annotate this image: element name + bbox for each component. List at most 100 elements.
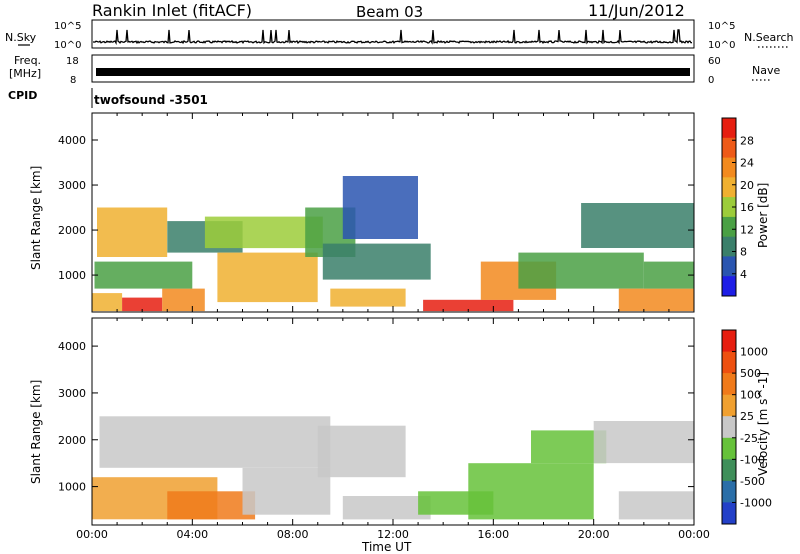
velocity-colorbar-tick-label: -100 xyxy=(740,453,765,466)
power-data-region xyxy=(618,288,695,312)
freq-panel xyxy=(91,54,695,83)
velocity-ytick-label: 1000 xyxy=(58,481,86,494)
velocity-data-region xyxy=(167,491,256,520)
cpid-value: twofsound -3501 xyxy=(94,93,208,107)
velocity-ylabel: Slant Range [km] xyxy=(29,380,43,484)
nave-tick-top: 60 xyxy=(708,56,721,67)
power-data-region xyxy=(518,252,644,289)
power-colorbar-tick-label: 8 xyxy=(740,246,747,259)
freq-unit: [MHz] xyxy=(9,67,41,80)
power-colorbar-swatch xyxy=(722,197,736,218)
power-colorbar-tick-label: 16 xyxy=(740,201,754,214)
nsearch-tick-top: 10^5 xyxy=(708,21,735,32)
velocity-colorbar-swatch xyxy=(722,351,736,374)
nsky-tick-bottom: 10^0 xyxy=(54,40,81,51)
velocity-ytick-label: 2000 xyxy=(58,434,86,447)
power-data-region xyxy=(122,297,163,312)
velocity-colorbar-label: Velocity [m s^-1] xyxy=(756,372,770,476)
xtick-label: 04:00 xyxy=(176,528,208,541)
power-colorbar-tick-label: 20 xyxy=(740,179,754,192)
power-colorbar-swatch xyxy=(722,216,736,238)
freq-tick-bottom: 8 xyxy=(70,75,76,86)
beam-title: Beam 03 xyxy=(356,3,423,21)
velocity-colorbar-frame xyxy=(721,329,737,525)
power-data-region xyxy=(92,293,123,312)
velocity-data-region xyxy=(317,425,406,478)
power-data-region xyxy=(217,252,318,303)
power-data-region xyxy=(643,261,694,289)
velocity-colorbar-tick-label: -500 xyxy=(740,475,765,488)
power-data-region xyxy=(204,216,323,249)
velocity-ytick-label: 4000 xyxy=(58,340,86,353)
velocity-ytick-label: 3000 xyxy=(58,387,86,400)
nsearch-tick-bottom: 10^0 xyxy=(708,40,735,51)
power-data-region xyxy=(322,243,431,280)
power-data-region xyxy=(162,288,205,312)
velocity-colorbar-swatch xyxy=(722,330,736,353)
site-title: Rankin Inlet (fitACF) xyxy=(92,1,252,20)
velocity-colorbar-swatch xyxy=(722,480,736,503)
xtick-label: 16:00 xyxy=(477,528,509,541)
power-colorbar-tick-label: 4 xyxy=(740,268,747,281)
nave-label: Nave xyxy=(752,64,780,77)
power-data-region xyxy=(581,203,694,248)
velocity-colorbar-swatch xyxy=(722,437,736,460)
velocity-data-region xyxy=(468,463,594,520)
nsky-tick-top: 10^5 xyxy=(54,21,81,32)
power-data-region xyxy=(97,207,168,257)
power-colorbar-tick-label: 12 xyxy=(740,223,754,236)
power-data-region xyxy=(423,299,514,312)
power-colorbar-tick-label: 24 xyxy=(740,157,754,170)
nsky-panel xyxy=(91,19,695,49)
power-data-region xyxy=(342,176,418,239)
nave-tick-bottom: 0 xyxy=(708,75,714,86)
power-data-region xyxy=(330,288,406,307)
power-colorbar-swatch xyxy=(722,157,736,178)
velocity-colorbar-swatch xyxy=(722,502,736,525)
power-ytick-label: 3000 xyxy=(58,179,86,192)
power-colorbar-swatch xyxy=(722,256,736,277)
power-colorbar-swatch xyxy=(722,276,736,297)
power-ytick-label: 4000 xyxy=(58,134,86,147)
velocity-colorbar-swatch xyxy=(722,394,736,417)
velocity-colorbar-tick-label: 500 xyxy=(740,367,761,380)
xtick-label: 08:00 xyxy=(277,528,309,541)
power-ylabel: Slant Range [km] xyxy=(29,166,43,270)
velocity-colorbar: 1000 500 100 25 -25 -100 -500 -1000 xyxy=(721,329,772,525)
power-colorbar-swatch xyxy=(722,137,736,159)
xtick-label: 20:00 xyxy=(578,528,610,541)
nsky-label: N.Sky xyxy=(5,31,37,44)
nsky-trace xyxy=(93,29,693,46)
power-data-region xyxy=(94,261,193,289)
velocity-data-region xyxy=(99,416,331,468)
nsearch-label: N.Search xyxy=(744,31,794,44)
xtick-label: 12:00 xyxy=(377,528,409,541)
freq-trace xyxy=(96,68,690,76)
xlabel: Time UT xyxy=(361,540,412,554)
velocity-colorbar-swatch xyxy=(722,416,736,439)
velocity-data-region xyxy=(242,467,331,515)
velocity-data-region xyxy=(593,421,694,464)
freq-tick-top: 18 xyxy=(66,56,79,67)
xtick-label: 00:00 xyxy=(76,528,108,541)
cpid-label: CPID xyxy=(8,89,37,102)
power-colorbar-swatch xyxy=(722,236,736,257)
power-colorbar: 28 24 20 16 12 8 4 xyxy=(721,117,754,297)
date-title: 11/Jun/2012 xyxy=(588,1,685,20)
power-colorbar-tick-label: 28 xyxy=(740,134,754,147)
power-ytick-label: 1000 xyxy=(58,269,86,282)
freq-label: Freq. xyxy=(14,54,41,67)
velocity-colorbar-tick-label: 25 xyxy=(740,410,754,423)
power-colorbar-swatch xyxy=(722,177,736,198)
power-colorbar-label: Power [dB] xyxy=(756,183,770,248)
velocity-panel: 1000 2000 3000 4000 00:00 04:00 08:00 12:00 16:0… xyxy=(58,317,710,541)
xtick-label: 00:00 xyxy=(678,528,710,541)
power-ytick-label: 2000 xyxy=(58,224,86,237)
velocity-data-region xyxy=(342,496,431,520)
power-colorbar-swatch xyxy=(722,118,736,139)
velocity-colorbar-tick-label: -1000 xyxy=(740,496,772,509)
velocity-colorbar-swatch xyxy=(722,459,736,482)
velocity-data-region xyxy=(618,491,695,520)
power-panel: 1000 2000 3000 4000 xyxy=(58,112,695,313)
